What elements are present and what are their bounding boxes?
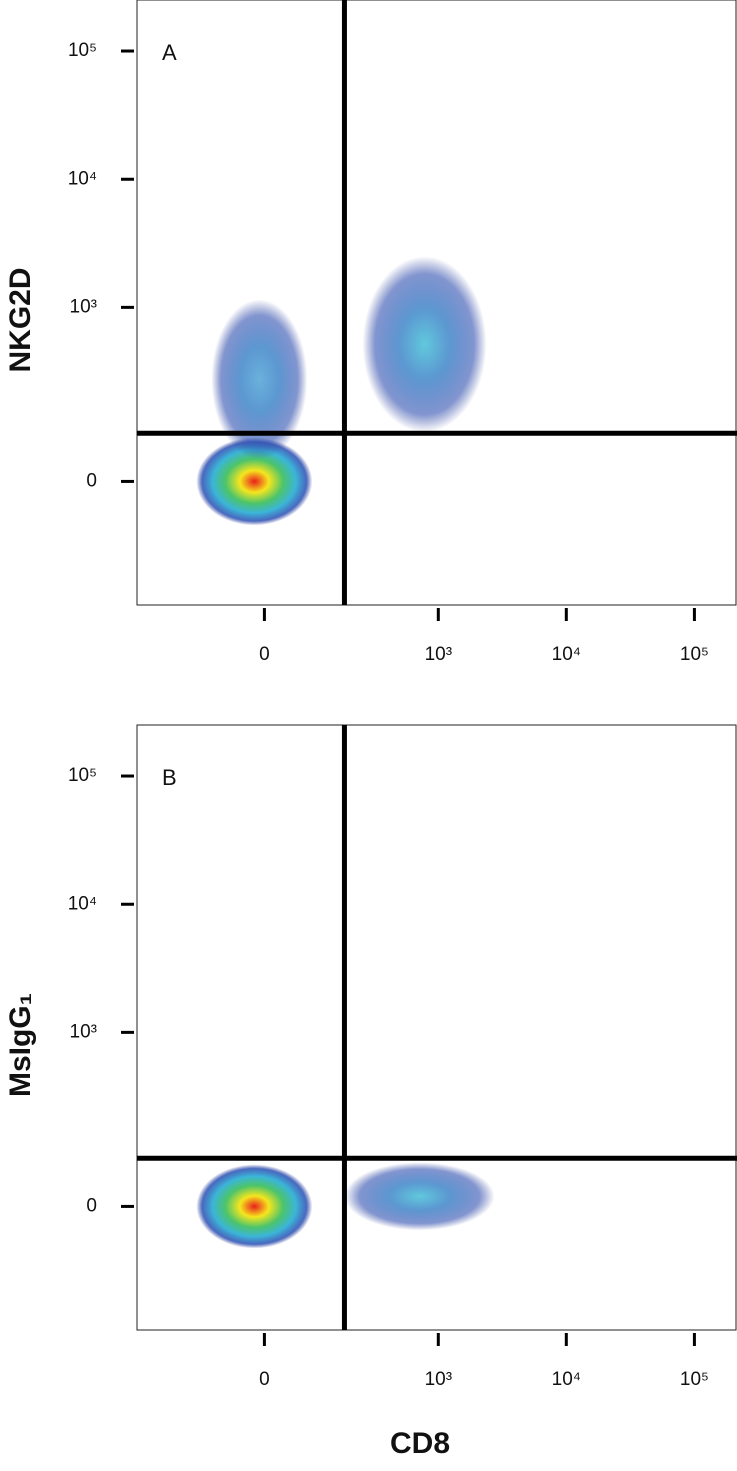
x-tick-label: 0 xyxy=(259,1369,270,1390)
population xyxy=(196,437,313,526)
x-tick-label: 10⁴ xyxy=(552,1369,581,1390)
panel-label: B xyxy=(162,765,177,790)
y-tick-label: 0 xyxy=(86,1195,97,1216)
x-tick-label: 10³ xyxy=(425,644,452,665)
y-tick-label: 10⁴ xyxy=(68,893,97,914)
x-tick-label: 0 xyxy=(259,644,270,665)
population xyxy=(344,1162,495,1231)
y-tick-label: 10⁵ xyxy=(68,40,97,61)
y-tick-label: 10³ xyxy=(70,1021,97,1042)
y-tick-label: 10³ xyxy=(70,296,97,317)
y-tick-label: 10⁵ xyxy=(68,765,97,786)
population xyxy=(196,1164,313,1249)
panel-label: A xyxy=(162,40,177,65)
plot-frame xyxy=(136,0,737,606)
y-axis-title: NKG2D xyxy=(4,267,37,372)
population xyxy=(362,256,487,433)
x-tick-label: 10⁵ xyxy=(680,1369,709,1390)
y-tick-label: 0 xyxy=(86,470,97,491)
y-axis-title: MsIgG₁ xyxy=(4,993,37,1097)
population xyxy=(211,299,308,460)
x-tick-label: 10³ xyxy=(425,1369,452,1390)
x-tick-label: 10⁵ xyxy=(680,644,709,665)
x-tick-label: 10⁴ xyxy=(552,644,581,665)
y-tick-label: 10⁴ xyxy=(68,168,97,189)
plot-frame xyxy=(136,724,737,1331)
x-axis-title: CD8 xyxy=(390,1427,450,1460)
